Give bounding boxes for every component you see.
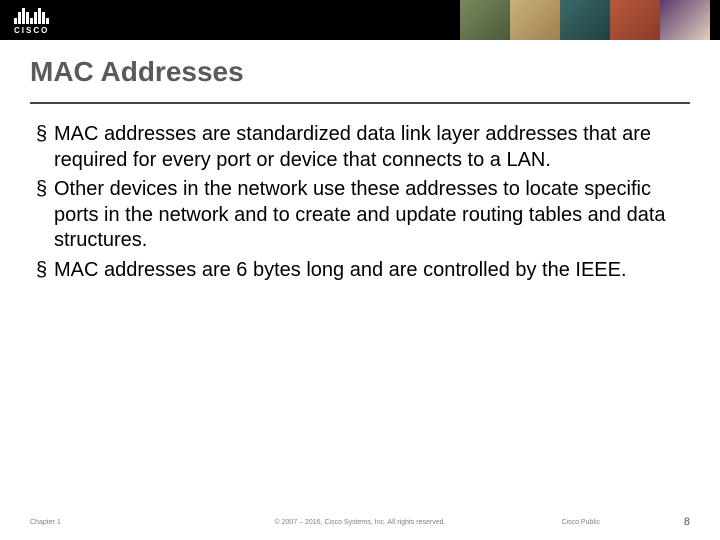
logo-text: CISCO xyxy=(14,26,49,35)
top-bar: CISCO xyxy=(0,0,720,40)
bullet-item: MAC addresses are 6 bytes long and are c… xyxy=(36,258,684,284)
classification-label: Cisco Public xyxy=(561,519,600,526)
bullet-item: MAC addresses are standardized data link… xyxy=(36,122,684,173)
bullet-item: Other devices in the network use these a… xyxy=(36,177,684,254)
title-area: MAC Addresses xyxy=(0,40,720,96)
logo-bars-icon xyxy=(14,6,49,24)
bullet-list: MAC addresses are standardized data link… xyxy=(36,122,684,284)
chapter-label: Chapter 1 xyxy=(30,519,61,526)
footer: Chapter 1 © 2007 – 2016, Cisco Systems, … xyxy=(0,510,720,530)
slide-title: MAC Addresses xyxy=(30,56,690,88)
cisco-logo: CISCO xyxy=(14,6,49,35)
content-area: MAC addresses are standardized data link… xyxy=(0,104,720,540)
slide: CISCO MAC Addresses MAC addresses are st… xyxy=(0,0,720,540)
page-number: 8 xyxy=(684,516,690,528)
header-photo-strip xyxy=(460,0,710,40)
copyright-text: © 2007 – 2016, Cisco Systems, Inc. All r… xyxy=(275,519,446,526)
